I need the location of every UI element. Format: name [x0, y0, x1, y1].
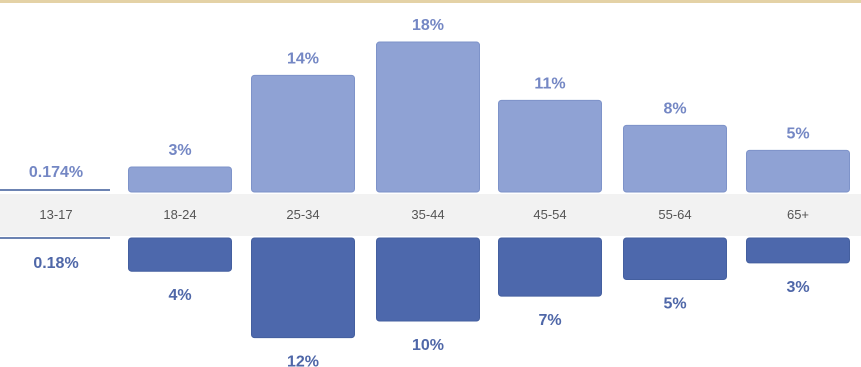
- upper-bar-45-54: [498, 99, 602, 193]
- lower-bar-55-64: [623, 237, 727, 280]
- lower-bar-45-54: [498, 237, 602, 297]
- upper-value-label-65plus: 5%: [786, 125, 809, 142]
- upper-bar-25-34: [251, 74, 355, 193]
- upper-bar-18-24: [128, 166, 232, 193]
- lower-value-label-13-17: 0.18%: [33, 255, 78, 272]
- lower-bar-18-24: [128, 237, 232, 272]
- category-label-65plus: 65+: [787, 207, 809, 222]
- upper-value-label-25-34: 14%: [287, 50, 319, 67]
- lower-bar-35-44: [376, 237, 480, 322]
- upper-value-label-45-54: 11%: [534, 75, 565, 92]
- category-label-25-34: 25-34: [286, 207, 319, 222]
- lower-value-label-65plus: 3%: [786, 279, 809, 296]
- lower-value-labels: 0.18% 4% 12% 10% 7% 5% 3%: [33, 255, 809, 367]
- upper-bar-35-44: [376, 41, 480, 193]
- top-border: [0, 0, 861, 3]
- lower-value-label-35-44: 10%: [412, 337, 444, 354]
- lower-bar-25-34: [251, 237, 355, 339]
- upper-value-label-35-44: 18%: [412, 17, 444, 34]
- upper-value-labels: 0.174% 3% 14% 18% 11% 8% 5%: [29, 17, 810, 181]
- category-label-13-17: 13-17: [39, 207, 72, 222]
- category-label-45-54: 45-54: [533, 207, 566, 222]
- category-labels: 13-17 18-24 25-34 35-44 45-54 55-64 65+: [39, 207, 809, 222]
- category-band: [0, 194, 861, 236]
- upper-bar-55-64: [623, 124, 727, 193]
- category-label-35-44: 35-44: [411, 207, 444, 222]
- category-label-55-64: 55-64: [658, 207, 691, 222]
- upper-value-label-55-64: 8%: [663, 100, 686, 117]
- lower-bar-65plus: [746, 237, 850, 264]
- upper-value-label-18-24: 3%: [168, 142, 191, 159]
- upper-bars: [128, 41, 850, 193]
- upper-value-label-13-17: 0.174%: [29, 164, 83, 181]
- lower-value-label-18-24: 4%: [168, 287, 191, 304]
- lower-value-label-25-34: 12%: [287, 354, 319, 367]
- lower-value-label-55-64: 5%: [663, 296, 686, 313]
- upper-bar-65plus: [746, 149, 850, 193]
- lower-bars: [128, 237, 850, 339]
- category-label-18-24: 18-24: [163, 207, 196, 222]
- lower-value-label-45-54: 7%: [538, 312, 561, 329]
